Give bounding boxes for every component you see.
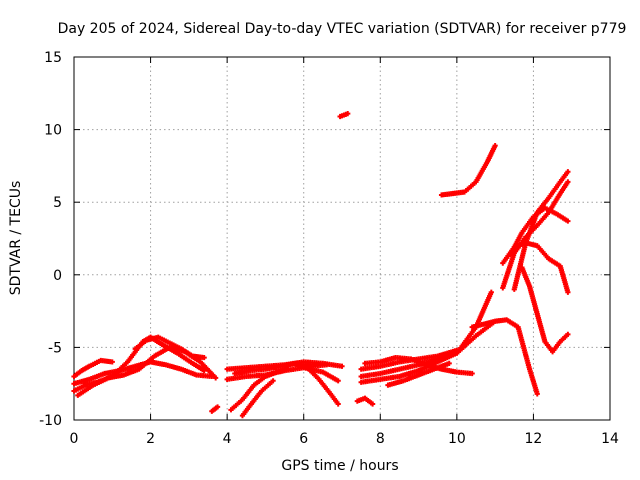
data-point — [324, 362, 330, 368]
x-tick-label: 8 — [376, 431, 385, 447]
y-tick-label: 5 — [53, 195, 62, 211]
y-tick-label: -5 — [48, 340, 62, 356]
data-point — [565, 289, 571, 295]
axis-ticks — [73, 56, 611, 421]
x-axis-label: GPS time / hours — [281, 458, 398, 474]
series-sat-l — [293, 362, 341, 407]
series-sat-k — [239, 378, 276, 419]
series-sat-s — [385, 360, 452, 388]
data-point — [534, 391, 540, 397]
series-sat-v — [500, 179, 571, 291]
x-tick-label: 0 — [70, 431, 79, 447]
x-tick-label: 6 — [299, 431, 308, 447]
data-point — [285, 366, 291, 372]
data-point — [335, 378, 341, 384]
series-sat-e — [132, 334, 207, 361]
series-sat-j — [228, 366, 291, 413]
series-sat-z — [519, 264, 571, 355]
series-sat-m — [337, 111, 351, 120]
data-point — [565, 331, 571, 337]
y-tick-labels: -10 -5 0 5 10 15 — [39, 50, 62, 429]
series-sat-t — [438, 142, 498, 198]
data-point — [214, 404, 221, 410]
x-tick-label: 4 — [223, 431, 232, 447]
series-sat-n — [354, 395, 376, 407]
data-point — [339, 363, 345, 369]
series-sat-d — [71, 357, 115, 380]
data-point — [565, 169, 571, 175]
chart-title: Day 205 of 2024, Sidereal Day-to-day VTE… — [58, 21, 627, 37]
data-series — [71, 111, 571, 419]
plot-frame — [73, 56, 611, 421]
x-tick-label: 14 — [601, 431, 619, 447]
data-point — [335, 401, 341, 407]
x-tick-labels: 0 2 4 6 8 10 12 14 — [70, 431, 619, 447]
y-tick-label: 15 — [44, 50, 62, 66]
y-tick-label: -10 — [39, 413, 62, 429]
data-point — [109, 359, 115, 365]
data-point — [565, 179, 571, 185]
data-point — [488, 289, 494, 295]
series-sat-u — [469, 317, 540, 397]
x-tick-label: 12 — [525, 431, 543, 447]
data-point — [469, 370, 475, 377]
x-tick-label: 2 — [146, 431, 155, 447]
series-sat-r — [362, 354, 475, 377]
x-tick-label: 10 — [448, 431, 466, 447]
y-tick-label: 10 — [44, 123, 62, 139]
data-point — [201, 368, 207, 374]
data-point — [446, 360, 452, 366]
y-axis-label: SDTVAR / TECUs — [8, 181, 24, 296]
data-point — [565, 218, 571, 224]
data-point — [345, 111, 351, 117]
series-sat-c — [75, 344, 219, 398]
data-point — [370, 401, 376, 407]
data-point — [270, 378, 276, 384]
data-point — [492, 142, 498, 149]
series-sat-f — [209, 404, 221, 414]
y-tick-label: 0 — [53, 268, 62, 284]
data-point — [213, 375, 219, 381]
data-point — [201, 354, 207, 361]
series-sat-q — [358, 289, 494, 385]
